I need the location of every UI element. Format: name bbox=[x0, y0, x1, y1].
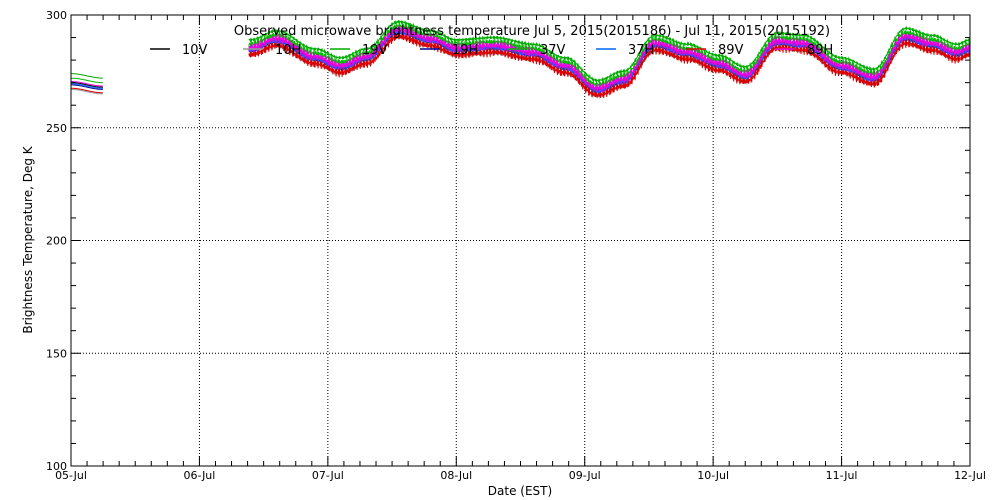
axis-ticks bbox=[70, 14, 971, 467]
y-axis-label: Brightness Temperature, Deg K bbox=[21, 145, 35, 333]
legend-label-89h: 89H bbox=[807, 43, 833, 58]
legend-label-37v: 37V bbox=[540, 43, 566, 58]
x-tick-label: 09-Jul bbox=[569, 469, 601, 482]
y-tick-label: 100 bbox=[46, 460, 67, 473]
x-tick-label: 06-Jul bbox=[183, 469, 215, 482]
x-tick-label: 11-Jul bbox=[826, 469, 858, 482]
legend: 10V 10H 19V 19H 37V 37H 89V 89H bbox=[150, 43, 833, 58]
tick-labels: 100 150 200 250 300 05-Jul 06-Jul 07-Jul 08-Jul 0… bbox=[46, 9, 986, 482]
y-tick-label: 300 bbox=[46, 9, 67, 22]
x-tick-label: 07-Jul bbox=[312, 469, 344, 482]
x-tick-label: 05-Jul bbox=[55, 469, 87, 482]
chart-title: Observed microwave brightness temperatur… bbox=[234, 24, 830, 39]
legend-label-89v: 89V bbox=[718, 43, 744, 58]
x-tick-label: 12-Jul bbox=[954, 469, 986, 482]
x-tick-label: 08-Jul bbox=[440, 469, 472, 482]
grid-lines bbox=[71, 15, 970, 466]
legend-label-37h: 37H bbox=[628, 43, 654, 58]
x-axis-label: Date (EST) bbox=[488, 484, 552, 498]
legend-label-10v: 10V bbox=[182, 43, 208, 58]
y-tick-label: 200 bbox=[46, 235, 67, 248]
legend-label-10h: 10H bbox=[275, 43, 301, 58]
x-tick-label: 10-Jul bbox=[697, 469, 729, 482]
series-line-89h bbox=[71, 25, 971, 93]
plot-frame bbox=[70, 14, 971, 467]
y-tick-label: 150 bbox=[46, 347, 67, 360]
y-tick-label: 250 bbox=[46, 122, 67, 135]
series-lines bbox=[71, 20, 971, 100]
legend-label-19v: 19V bbox=[362, 43, 388, 58]
legend-label-19h: 19H bbox=[452, 43, 478, 58]
